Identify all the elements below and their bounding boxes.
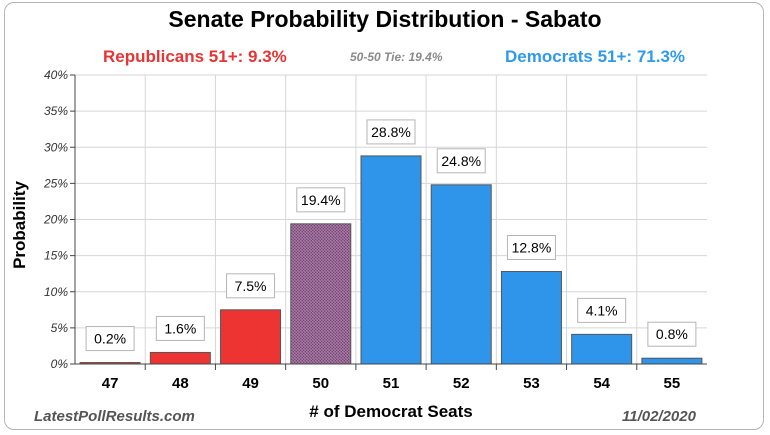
x-axis-title: # of Democrat Seats [309,402,472,421]
y-tick-label: 20% [43,213,68,227]
bar-53 [500,271,562,365]
republicans-summary: Republicans 51+: 9.3% [103,47,287,66]
bar-48 [149,351,211,365]
data-label-box [296,187,346,213]
data-label: 24.8% [441,153,481,169]
data-label-box [155,315,205,341]
data-label-box [85,326,135,352]
x-tick-label: 49 [242,375,259,392]
y-tick-label: 0% [51,357,69,371]
data-label-box [436,148,486,174]
y-tick-label: 25% [43,176,68,190]
data-label: 0.2% [94,331,126,347]
bar-54 [571,333,633,365]
x-tick-label: 50 [312,375,329,392]
data-label: 19.4% [301,192,341,208]
data-label-box [647,321,697,347]
data-label-box [366,119,416,145]
data-label: 12.8% [512,240,552,256]
y-tick-label: 10% [44,285,68,299]
y-tick-label: 40% [44,68,68,82]
data-label-box [506,235,556,261]
x-tick-label: 52 [453,375,470,392]
x-tick-label: 47 [102,375,119,392]
x-tick-label: 51 [383,375,400,392]
y-tick-label: 30% [44,140,68,154]
data-label: 28.8% [371,124,411,140]
x-tick-label: 53 [523,375,540,392]
bar-52 [430,184,492,365]
data-label: 0.8% [656,326,688,342]
data-label-box [577,297,627,323]
footer-site: LatestPollResults.com [34,408,195,425]
bar-51 [360,155,422,365]
data-label-box [226,273,276,299]
x-tick-label: 55 [664,375,681,392]
bar-55 [641,357,703,365]
democrats-summary: Democrats 51+: 71.3% [505,47,686,66]
y-tick-label: 15% [44,249,68,263]
footer-date: 11/02/2020 [622,408,696,425]
bar-49 [220,309,282,365]
data-label: 4.1% [586,302,618,318]
y-axis-title: Probability [10,181,29,269]
data-label: 1.6% [164,320,196,336]
bar-50 [290,223,352,365]
x-tick-label: 48 [172,375,189,392]
y-tick-label: 35% [44,104,68,118]
chart-title: Senate Probability Distribution - Sabato [168,6,602,32]
tie-summary: 50-50 Tie: 19.4% [350,50,443,64]
y-tick-label: 5% [51,321,69,335]
data-label: 7.5% [235,278,267,294]
x-tick-label: 54 [593,375,610,392]
